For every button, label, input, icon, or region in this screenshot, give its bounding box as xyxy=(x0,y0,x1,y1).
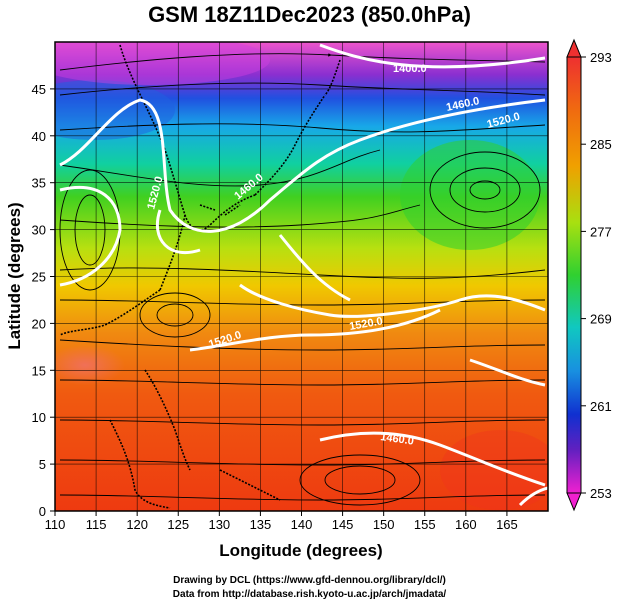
colorbar: 253 261 269 277 285 293 xyxy=(566,38,612,512)
wind-streamlines xyxy=(59,53,546,506)
x-tick-label: 145 xyxy=(332,517,354,532)
colorbar-tick-label: 293 xyxy=(590,50,612,65)
colorbar-tick-label: 253 xyxy=(590,486,612,501)
height-contours xyxy=(59,43,548,507)
y-tick-label: 30 xyxy=(32,223,46,238)
x-tick-label: 140 xyxy=(291,517,313,532)
x-axis-ticks: 110 115 120 125 130 135 140 145 150 155 160 165 xyxy=(45,511,518,532)
credit-drawing: Drawing by DCL (https://www.gfd-dennou.o… xyxy=(173,575,446,586)
colorbar-tick-label: 285 xyxy=(590,137,612,152)
x-tick-label: 155 xyxy=(414,517,436,532)
coastlines xyxy=(59,44,341,509)
x-tick-label: 130 xyxy=(208,517,230,532)
y-tick-label: 25 xyxy=(32,270,46,285)
colorbar-top-arrow xyxy=(566,38,582,58)
y-tick-label: 15 xyxy=(32,363,46,378)
x-tick-label: 110 xyxy=(45,517,66,532)
contour-label: 1460.0 xyxy=(380,431,415,448)
map-gridlines xyxy=(55,42,548,511)
contour-label: 1520.0 xyxy=(348,315,383,333)
x-tick-label: 150 xyxy=(373,517,395,532)
x-tick-label: 125 xyxy=(167,517,189,532)
y-axis-ticks: 0 5 10 15 20 25 30 35 40 45 xyxy=(32,82,55,519)
colorbar-tick-label: 261 xyxy=(590,399,612,414)
colorbar-tick-label: 269 xyxy=(590,312,612,327)
y-axis-label: Latitude (degrees) xyxy=(5,202,24,349)
colorbar-bottom-arrow xyxy=(566,492,582,512)
y-tick-label: 10 xyxy=(32,410,46,425)
colorbar-tick-label: 277 xyxy=(590,224,612,239)
x-tick-label: 160 xyxy=(455,517,477,532)
x-tick-label: 120 xyxy=(126,517,148,532)
x-tick-label: 165 xyxy=(496,517,518,532)
y-tick-label: 20 xyxy=(32,316,46,331)
y-tick-label: 5 xyxy=(39,457,46,472)
y-tick-label: 45 xyxy=(32,82,46,97)
y-tick-label: 40 xyxy=(32,129,46,144)
credit-data: Data from http://database.rish.kyoto-u.a… xyxy=(172,589,447,600)
x-axis-label: Longitude (degrees) xyxy=(219,541,382,560)
contour-label: 1400.0 xyxy=(393,63,427,75)
y-tick-label: 0 xyxy=(39,504,46,519)
colorbar-scale xyxy=(566,56,582,494)
colorbar-ticks: 253 261 269 277 285 293 xyxy=(581,50,612,501)
y-tick-label: 35 xyxy=(32,176,46,191)
map-title: GSM 18Z11Dec2023 (850.0hPa) xyxy=(148,2,471,27)
x-tick-label: 135 xyxy=(250,517,272,532)
x-tick-label: 115 xyxy=(86,517,107,532)
